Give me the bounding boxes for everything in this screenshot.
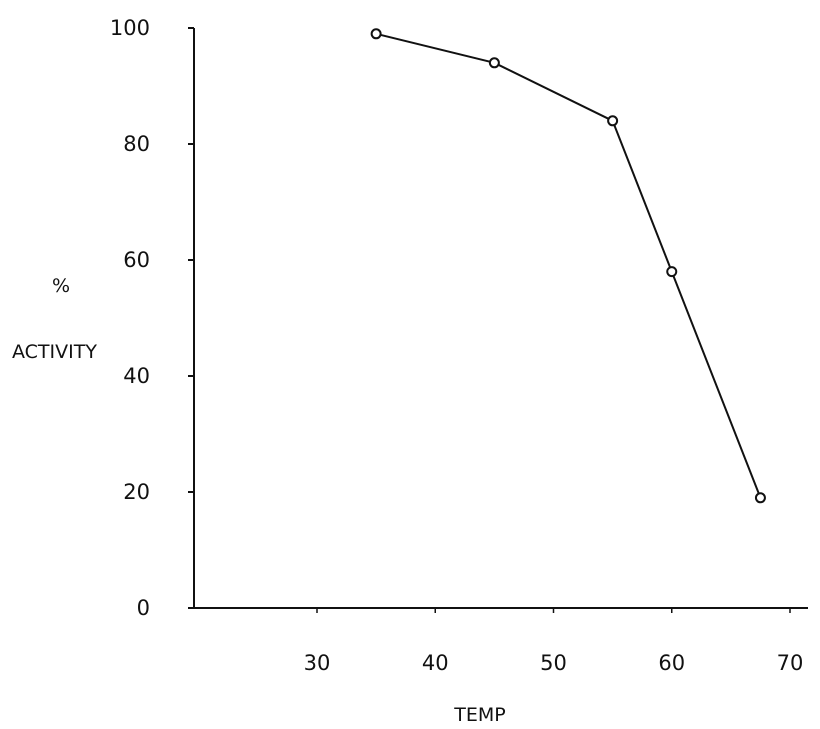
axes	[193, 28, 808, 609]
series-segment-3	[611, 120, 673, 272]
series-segment-1	[375, 32, 495, 64]
x-axis-title: TEMP	[453, 704, 505, 726]
x-tick-label-40: 40	[422, 651, 449, 675]
y-tick-label-20: 20	[123, 480, 150, 504]
y-axis-title-activity: ACTIVITY	[12, 341, 97, 363]
series-points-group	[370, 28, 766, 504]
data-point-5	[754, 492, 766, 504]
data-point-4	[666, 266, 678, 278]
x-tick-label-30: 30	[304, 651, 331, 675]
y-tick-label-40: 40	[123, 364, 150, 388]
y-ticks: 0 20 40 60 80 100	[110, 16, 194, 620]
series-segment-2	[493, 61, 614, 122]
x-tick-label-70: 70	[777, 651, 804, 675]
data-point-3	[607, 115, 619, 127]
y-tick-label-100: 100	[110, 16, 150, 40]
series-line-group	[375, 32, 762, 499]
y-tick-label-80: 80	[123, 132, 150, 156]
y-tick-label-60: 60	[123, 248, 150, 272]
data-point-2	[488, 57, 500, 69]
data-point-1	[370, 28, 382, 40]
x-tick-label-50: 50	[540, 651, 567, 675]
x-tick-label-60: 60	[658, 651, 685, 675]
y-axis-title-percent: %	[52, 275, 70, 297]
x-ticks: 30 40 50 60 70	[304, 608, 804, 675]
series-segment-4	[670, 271, 762, 499]
y-tick-label-0: 0	[137, 596, 150, 620]
